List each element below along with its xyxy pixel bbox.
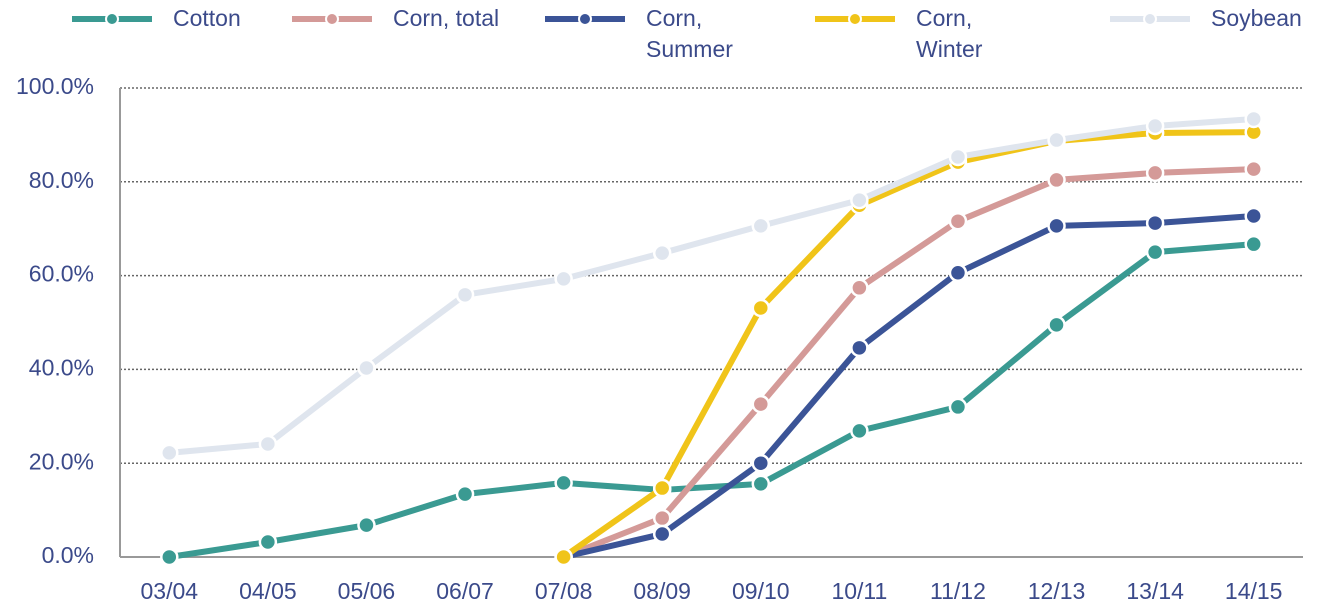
- y-tick-label: 0.0%: [42, 542, 94, 568]
- legend-marker: [848, 12, 862, 26]
- point: [948, 263, 968, 283]
- point: [751, 453, 771, 473]
- x-tick-label: 07/08: [535, 578, 593, 604]
- point: [652, 508, 672, 528]
- y-tick-label: 60.0%: [29, 261, 94, 287]
- point: [1145, 213, 1165, 233]
- legend-label: Corn, total: [393, 5, 500, 31]
- x-tick-label: 08/09: [633, 578, 691, 604]
- x-tick-label: 05/06: [338, 578, 396, 604]
- point: [1047, 170, 1066, 190]
- point: [455, 484, 475, 504]
- point: [948, 397, 968, 417]
- point: [1047, 130, 1066, 150]
- point: [948, 211, 968, 231]
- x-tick-label: 03/04: [141, 578, 199, 604]
- x-tick-label: 10/11: [831, 578, 887, 604]
- point: [357, 358, 376, 378]
- y-tick-label: 20.0%: [29, 448, 94, 474]
- point: [160, 547, 179, 567]
- legend-marker: [578, 12, 592, 26]
- point: [554, 269, 573, 289]
- point: [258, 532, 278, 552]
- point: [751, 298, 771, 318]
- x-tick-label: 06/07: [436, 578, 494, 604]
- point: [751, 216, 771, 236]
- legend-label: Corn, Winter: [916, 5, 983, 62]
- point: [1244, 206, 1263, 226]
- point: [948, 147, 968, 167]
- point: [751, 474, 771, 494]
- legend-label: Cotton: [173, 5, 241, 31]
- series-line: [562, 213, 1254, 560]
- legend-marker: [325, 12, 339, 26]
- series-line: [169, 115, 1254, 456]
- point: [554, 473, 573, 493]
- point: [1047, 315, 1066, 335]
- x-tick-label: 04/05: [239, 578, 297, 604]
- point: [1244, 234, 1263, 254]
- point: [850, 338, 869, 358]
- point: [1145, 163, 1165, 183]
- point: [1047, 216, 1066, 236]
- y-tick-label: 80.0%: [29, 167, 94, 193]
- point: [554, 547, 573, 567]
- point: [1244, 159, 1263, 179]
- point: [751, 394, 771, 414]
- series-line: [561, 129, 1254, 560]
- x-tick-label: 11/12: [930, 578, 986, 604]
- series-line: [168, 241, 1254, 560]
- point: [652, 478, 672, 498]
- x-tick-label: 09/10: [732, 578, 790, 604]
- legend-label: Soybean: [1211, 5, 1302, 31]
- series-line: [562, 166, 1254, 560]
- point: [850, 278, 869, 298]
- point: [850, 421, 869, 441]
- point: [258, 434, 278, 454]
- y-tick-label: 100.0%: [16, 73, 94, 99]
- point: [357, 515, 376, 535]
- y-tick-label: 40.0%: [29, 354, 94, 380]
- point: [1145, 116, 1165, 136]
- legend-label: Corn, Summer: [646, 5, 733, 62]
- point: [652, 243, 672, 263]
- x-tick-label: 14/15: [1225, 578, 1283, 604]
- x-tick-label: 12/13: [1028, 578, 1086, 604]
- point: [1145, 242, 1165, 262]
- legend-marker: [1143, 12, 1157, 26]
- point: [455, 285, 475, 305]
- point: [652, 524, 672, 544]
- point: [160, 443, 179, 463]
- x-tick-label: 13/14: [1126, 578, 1184, 604]
- point: [1244, 109, 1263, 129]
- legend-marker: [105, 12, 119, 26]
- point: [850, 190, 869, 210]
